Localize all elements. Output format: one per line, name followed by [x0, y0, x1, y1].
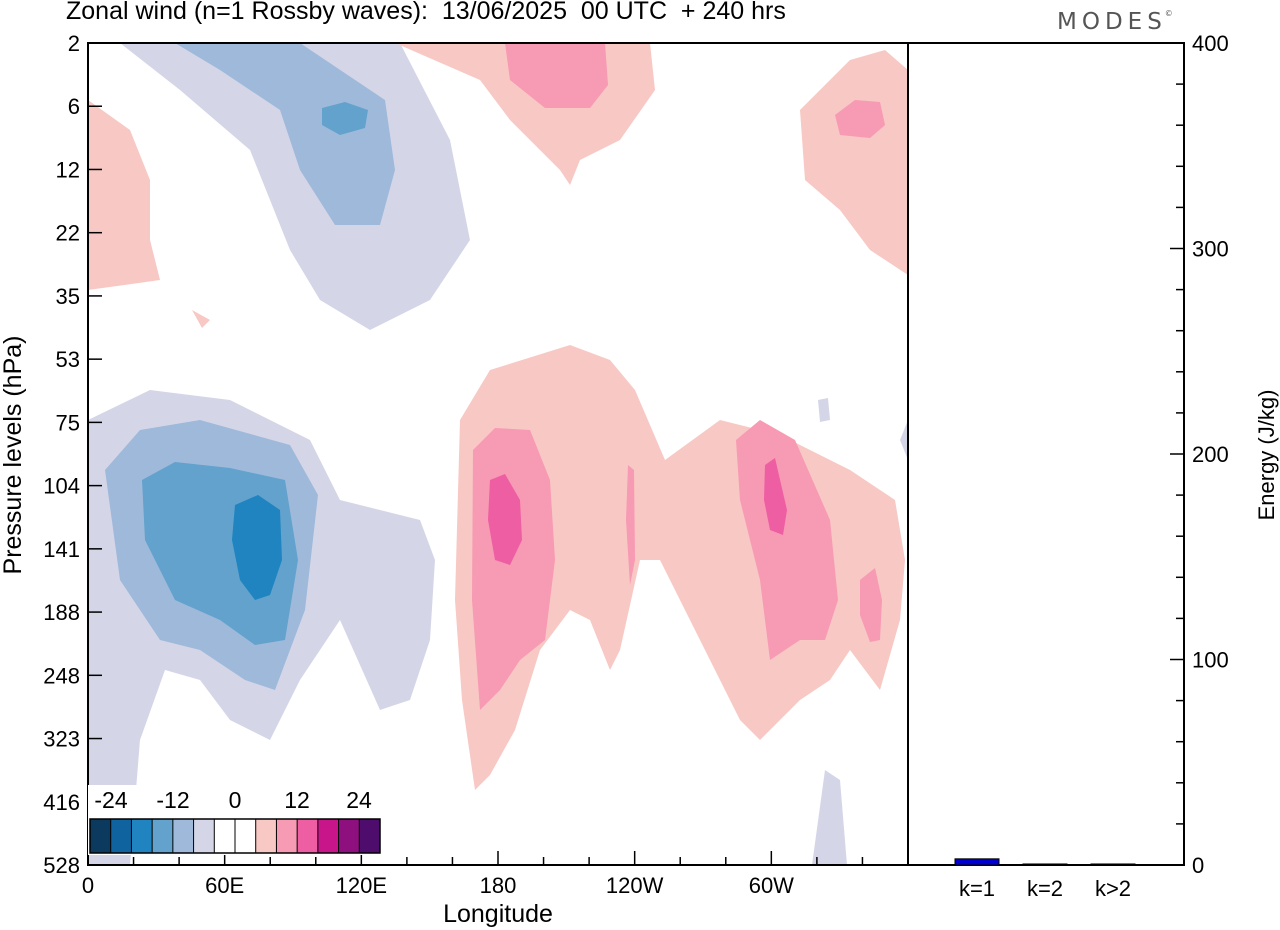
y-axis-label: Pressure levels (hPa) — [0, 336, 27, 575]
energy-tick-label: 400 — [1192, 31, 1229, 56]
colorbar-label: 12 — [284, 787, 310, 813]
colorbar-label: -12 — [156, 787, 189, 813]
contour-region-15 — [505, 43, 608, 108]
y-tick-label: 75 — [56, 410, 80, 435]
y-tick-label: 104 — [43, 474, 80, 499]
energy-bar-label: k>2 — [1095, 876, 1131, 901]
contour-region-11 — [192, 310, 210, 328]
x-tick-label: 60E — [205, 873, 244, 898]
y-tick-label: 141 — [43, 537, 80, 562]
contour-region-9 — [232, 495, 282, 600]
contour-region-19 — [626, 465, 635, 585]
logo-text: MODES — [1057, 9, 1167, 35]
energy-axis-label: Energy (J/kg) — [1254, 390, 1279, 521]
colorbar-frame — [89, 818, 381, 854]
contour-region-21 — [488, 474, 522, 565]
y-tick-label: 6 — [68, 94, 80, 119]
colorbar-label: -24 — [94, 787, 127, 813]
colorbar-swatch — [193, 819, 215, 853]
contour-region-3 — [818, 398, 830, 422]
y-tick-label: 12 — [56, 157, 80, 182]
colorbar-swatch — [255, 819, 277, 853]
colorbar-swatch — [152, 819, 174, 853]
y-tick-label: 248 — [43, 663, 80, 688]
y-tick-label: 528 — [43, 853, 80, 878]
colorbar-swatch — [214, 819, 236, 853]
colorbar-swatch — [359, 819, 381, 853]
contour-region-10 — [88, 100, 160, 290]
y-tick-label: 22 — [56, 221, 80, 246]
x-tick-label: 120E — [336, 873, 387, 898]
colorbar-swatch — [131, 819, 153, 853]
x-tick-label: 120W — [606, 873, 664, 898]
energy-bar-label: k=2 — [1027, 876, 1063, 901]
y-tick-label: 416 — [43, 790, 80, 815]
x-tick-label: 60W — [749, 873, 794, 898]
x-axis: 0 60E 120E 180 120W 60W — [82, 851, 909, 898]
energy-tick-label: 200 — [1192, 442, 1229, 467]
contour-region-18 — [736, 420, 838, 660]
modes-logo: MODES© — [1057, 9, 1173, 35]
energy-tick-label: 100 — [1192, 648, 1229, 673]
energy-bar — [1090, 863, 1136, 866]
contour-region-13 — [800, 50, 908, 275]
contour-region-20 — [860, 568, 882, 642]
y-tick-label: 53 — [56, 347, 80, 372]
chart-title: Zonal wind (n=1 Rossby waves): 13/06/202… — [66, 0, 786, 25]
colorbar-swatch — [297, 819, 319, 853]
contour-region-16 — [835, 100, 885, 138]
colorbar-swatch — [338, 819, 360, 853]
colorbar-swatch — [235, 819, 257, 853]
energy-bar — [954, 858, 1000, 866]
y-tick-label: 35 — [56, 284, 80, 309]
colorbar-swatch — [172, 819, 195, 853]
contour-region-22 — [764, 458, 787, 535]
colorbar-swatch — [110, 819, 132, 853]
x-tick-label: 180 — [480, 873, 517, 898]
contour-region-8 — [322, 102, 368, 135]
contour-region-2 — [812, 770, 847, 865]
colorbar-swatch — [90, 819, 112, 853]
y-tick-label: 2 — [68, 31, 80, 56]
x-tick-label: 0 — [82, 873, 94, 898]
colorbar-swatch — [276, 819, 298, 853]
contour-region-17 — [472, 428, 555, 710]
y-axis: 2 6 12 22 35 53 75 104 141 188 248 323 416 528 — [43, 31, 102, 878]
contour-region-5 — [175, 43, 395, 225]
y-tick-label: 323 — [43, 727, 80, 752]
contour-region-4 — [900, 420, 908, 460]
energy-bars: k=1 k=2 k>2 — [954, 858, 1136, 901]
colorbar: -24 -12 0 12 24 — [88, 785, 382, 855]
energy-tick-label: 0 — [1192, 853, 1204, 878]
wind-contours — [88, 43, 908, 865]
y-tick-label: 188 — [43, 600, 80, 625]
energy-axis: 0 100 200 300 400 — [1170, 31, 1229, 878]
colorbar-label: 0 — [229, 787, 242, 813]
x-axis-label: Longitude — [443, 900, 553, 928]
energy-bar — [1022, 863, 1068, 866]
colorbar-label: 24 — [346, 787, 372, 813]
energy-bar-label: k=1 — [959, 876, 995, 901]
energy-tick-label: 300 — [1192, 237, 1229, 262]
colorbar-swatch — [317, 819, 340, 853]
